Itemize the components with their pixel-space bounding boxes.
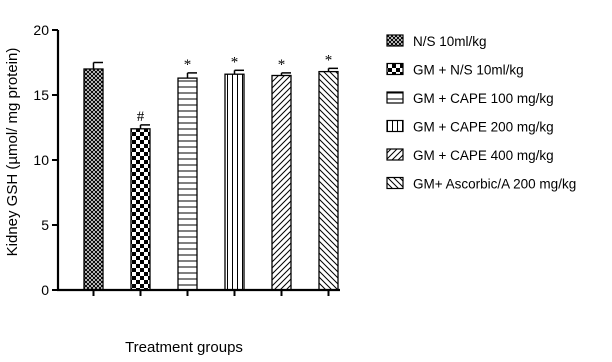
significance-mark: *	[184, 57, 192, 73]
y-tick-label: 5	[41, 217, 49, 233]
bar	[224, 73, 245, 291]
axes-layer: 0 5 10 15 20	[33, 22, 340, 298]
bars-layer: # * * * *	[83, 52, 339, 291]
significance-mark: #	[137, 109, 145, 125]
significance-mark: *	[231, 54, 239, 70]
legend-swatch	[386, 176, 404, 190]
y-tick-label: 10	[33, 152, 49, 168]
legend-label: GM + CAPE 100 mg/kg	[413, 91, 554, 106]
legend-swatch	[386, 62, 404, 76]
legend-swatch	[386, 34, 404, 47]
bar	[83, 68, 104, 291]
legend: N/S 10ml/kg GM + N/S 10ml/kg GM + CAPE 100…	[386, 34, 576, 192]
legend-swatch	[386, 148, 404, 161]
legend-label: N/S 10ml/kg	[413, 34, 487, 49]
legend-swatch	[386, 91, 404, 104]
bar	[130, 128, 151, 291]
bar	[271, 74, 292, 291]
significance-mark: *	[325, 52, 333, 68]
legend-label: GM + N/S 10ml/kg	[413, 63, 524, 78]
y-axis-title: Kidney GSH (µmol/ mg protein)	[4, 48, 21, 257]
bar	[177, 77, 198, 291]
legend-label: GM + CAPE 200 mg/kg	[413, 120, 554, 135]
legend-label: GM + CAPE 400 mg/kg	[413, 148, 554, 163]
legend-swatch	[386, 119, 404, 133]
x-axis-title: Treatment groups	[125, 339, 243, 356]
legend-label: GM+ Ascorbic/A 200 mg/kg	[413, 177, 576, 192]
bar	[318, 70, 339, 291]
significance-mark: *	[278, 57, 286, 73]
y-tick-label: 0	[41, 282, 49, 298]
y-tick-label: 20	[33, 22, 49, 38]
y-tick-label: 15	[33, 87, 49, 103]
